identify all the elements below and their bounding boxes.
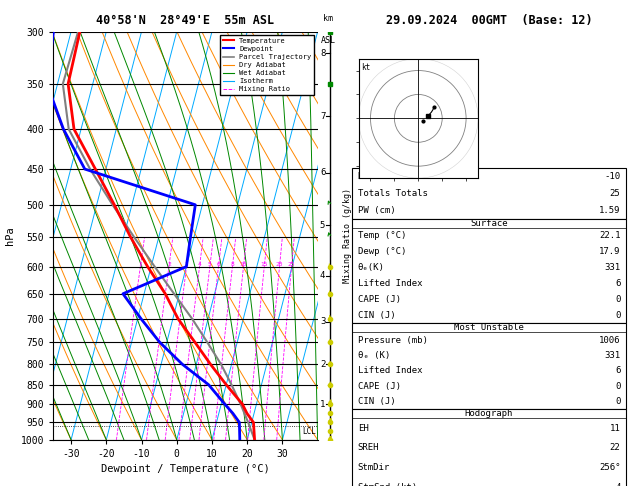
- Text: θₑ (K): θₑ (K): [358, 351, 390, 360]
- Text: 8: 8: [320, 49, 325, 58]
- Text: Surface: Surface: [470, 219, 508, 227]
- Bar: [352, 324, 626, 409]
- Text: 1: 1: [320, 399, 325, 409]
- Text: 15: 15: [260, 261, 268, 267]
- Text: Mixing Ratio (g/kg): Mixing Ratio (g/kg): [343, 188, 352, 283]
- Text: LCL: LCL: [303, 427, 316, 436]
- Text: 331: 331: [604, 351, 620, 360]
- Text: 1.59: 1.59: [599, 206, 620, 214]
- Text: 8: 8: [231, 261, 234, 267]
- Text: 4: 4: [320, 271, 325, 280]
- Text: 20: 20: [276, 261, 283, 267]
- Text: Pressure (mb): Pressure (mb): [358, 336, 428, 345]
- Text: θₑ(K): θₑ(K): [358, 263, 384, 272]
- Text: 331: 331: [604, 263, 620, 272]
- Text: 3: 3: [320, 317, 325, 326]
- Text: Hodograph: Hodograph: [465, 409, 513, 418]
- Text: 6: 6: [615, 366, 620, 375]
- Text: 25: 25: [610, 189, 620, 197]
- Text: 22.1: 22.1: [599, 231, 620, 240]
- Text: 22: 22: [610, 443, 620, 452]
- Text: 5: 5: [320, 221, 325, 230]
- Text: Lifted Index: Lifted Index: [358, 279, 422, 288]
- Text: 6: 6: [216, 261, 220, 267]
- Text: 2: 2: [320, 360, 325, 369]
- Text: 4: 4: [198, 261, 201, 267]
- Text: 256°: 256°: [599, 463, 620, 472]
- Text: Temp (°C): Temp (°C): [358, 231, 406, 240]
- Text: 1: 1: [138, 261, 142, 267]
- Text: 40°58'N  28°49'E  55m ASL: 40°58'N 28°49'E 55m ASL: [96, 14, 275, 27]
- Text: 17.9: 17.9: [599, 247, 620, 256]
- Text: PW (cm): PW (cm): [358, 206, 396, 214]
- Text: 3: 3: [185, 261, 189, 267]
- Text: 6: 6: [615, 279, 620, 288]
- Text: 4: 4: [615, 483, 620, 486]
- Text: 2: 2: [167, 261, 171, 267]
- X-axis label: Dewpoint / Temperature (°C): Dewpoint / Temperature (°C): [101, 465, 270, 474]
- Text: 29.09.2024  00GMT  (Base: 12): 29.09.2024 00GMT (Base: 12): [386, 14, 593, 27]
- Text: CIN (J): CIN (J): [358, 311, 396, 320]
- Text: 0: 0: [615, 382, 620, 391]
- Text: EH: EH: [358, 423, 369, 433]
- Text: K: K: [358, 172, 363, 180]
- Text: 0: 0: [615, 295, 620, 304]
- Text: CIN (J): CIN (J): [358, 397, 396, 406]
- Text: km: km: [323, 15, 333, 23]
- Text: 10: 10: [240, 261, 247, 267]
- Text: 5: 5: [208, 261, 212, 267]
- Text: 7: 7: [320, 112, 325, 121]
- Text: CAPE (J): CAPE (J): [358, 295, 401, 304]
- Text: 0: 0: [615, 311, 620, 320]
- Bar: [352, 409, 626, 486]
- Text: CAPE (J): CAPE (J): [358, 382, 401, 391]
- Text: -10: -10: [604, 172, 620, 180]
- Text: ASL: ASL: [321, 35, 335, 45]
- Text: kt: kt: [361, 63, 370, 72]
- Bar: [352, 219, 626, 324]
- Text: Lifted Index: Lifted Index: [358, 366, 422, 375]
- Text: 25: 25: [288, 261, 296, 267]
- Text: 1006: 1006: [599, 336, 620, 345]
- Text: Most Unstable: Most Unstable: [454, 324, 524, 332]
- Text: StmDir: StmDir: [358, 463, 390, 472]
- Text: 0: 0: [615, 397, 620, 406]
- Text: StmSpd (kt): StmSpd (kt): [358, 483, 417, 486]
- Text: 6: 6: [320, 168, 325, 177]
- Y-axis label: hPa: hPa: [6, 226, 15, 245]
- Text: SREH: SREH: [358, 443, 379, 452]
- Text: Totals Totals: Totals Totals: [358, 189, 428, 197]
- Bar: [352, 168, 626, 219]
- Legend: Temperature, Dewpoint, Parcel Trajectory, Dry Adiabat, Wet Adiabat, Isotherm, Mi: Temperature, Dewpoint, Parcel Trajectory…: [220, 35, 314, 95]
- Text: 11: 11: [610, 423, 620, 433]
- Text: Dewp (°C): Dewp (°C): [358, 247, 406, 256]
